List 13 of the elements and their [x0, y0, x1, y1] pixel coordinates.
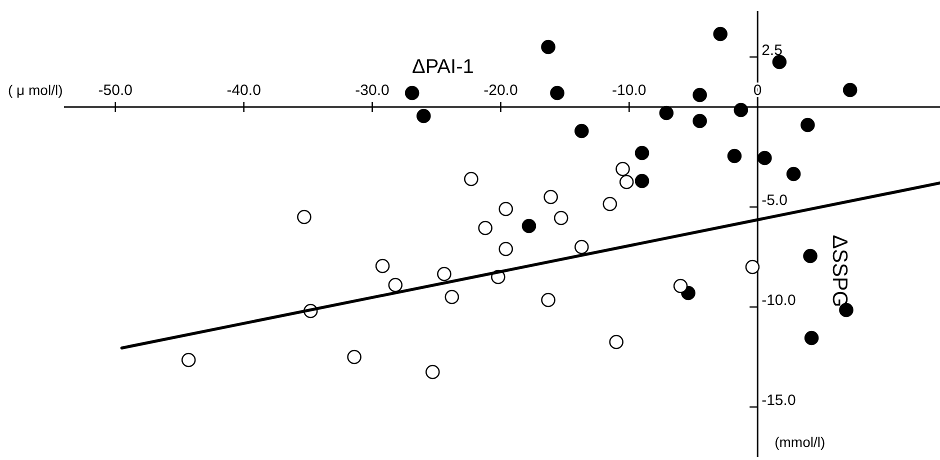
y-tick-label: -5.0: [762, 192, 788, 209]
x-tick-label: -40.0: [226, 82, 261, 99]
y-axis-title: ΔSSPG: [828, 234, 851, 308]
y-tick-label: -10.0: [762, 292, 796, 309]
x-tick-label: -20.0: [484, 82, 518, 99]
x-axis-title: ΔPAI-1: [412, 56, 474, 78]
x-tick-label: -30.0: [355, 82, 390, 99]
x-tick-label: -50.0: [98, 82, 132, 99]
text: ( μ mol/l): [8, 82, 63, 98]
y-tick-label: -15.0: [762, 392, 796, 409]
x-tick-label: -10.0: [612, 82, 646, 99]
annotation: (mmol/l): [774, 434, 826, 450]
y-tick-label: 2.5: [762, 42, 782, 59]
